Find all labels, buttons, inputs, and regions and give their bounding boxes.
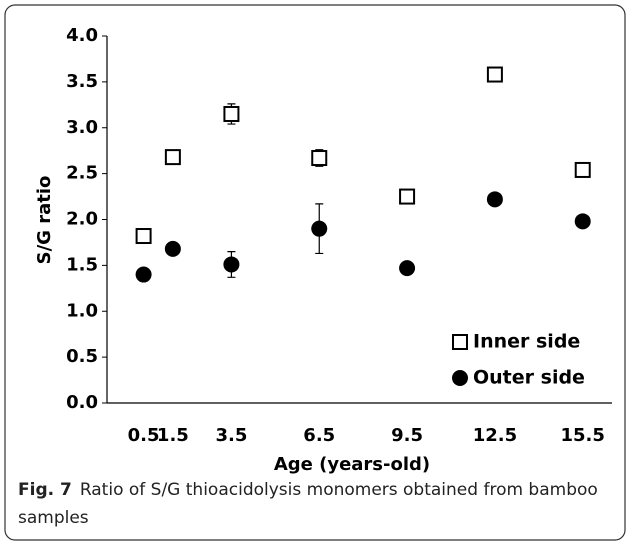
y-tick-label: 4.0 [66,25,98,46]
caption-text: Ratio of S/G thioacidolysis monomers obt… [80,480,598,500]
marker-circle [399,260,416,277]
marker-circle [135,266,152,283]
caption-label: Fig. 7 [18,480,72,500]
marker-square [223,105,240,122]
y-tick-label: 0.5 [66,346,98,367]
marker-circle [164,240,181,257]
y-tick-label: 1.5 [66,254,98,275]
marker-circle [311,220,328,237]
x-tick-label: 3.5 [215,425,247,446]
marker-square [452,334,468,350]
y-tick-label: 0.0 [66,392,98,413]
y-axis-title: S/G ratio [34,176,55,265]
marker-circle [574,213,591,230]
x-tick-label: 9.5 [391,425,423,446]
y-tick-label: 2.5 [66,163,98,184]
y-tick-label: 3.5 [66,71,98,92]
x-tick-label: 15.5 [561,425,605,446]
x-tick-label: 6.5 [303,425,335,446]
legend-label: Outer side [473,367,585,389]
figure-frame [4,4,626,541]
marker-square [486,66,503,83]
marker-circle [223,256,240,273]
marker-square [164,149,181,166]
y-tick-label: 2.0 [66,209,98,230]
x-tick-label: 0.5 [128,425,160,446]
marker-square [311,150,328,167]
legend-label: Inner side [473,331,580,353]
marker-circle [486,191,503,208]
x-tick-label: 12.5 [473,425,517,446]
y-tick-label: 1.0 [66,300,98,321]
x-tick-label: 1.5 [157,425,189,446]
marker-square [574,161,591,178]
caption-line: Fig. 7 Ratio of S/G thioacidolysis monome… [18,480,598,500]
y-tick-label: 3.0 [66,117,98,138]
marker-square [399,188,416,205]
marker-circle [452,370,468,386]
marker-square [135,228,152,245]
x-axis-title: Age (years-old) [274,454,430,475]
caption-line: samples [18,508,89,528]
